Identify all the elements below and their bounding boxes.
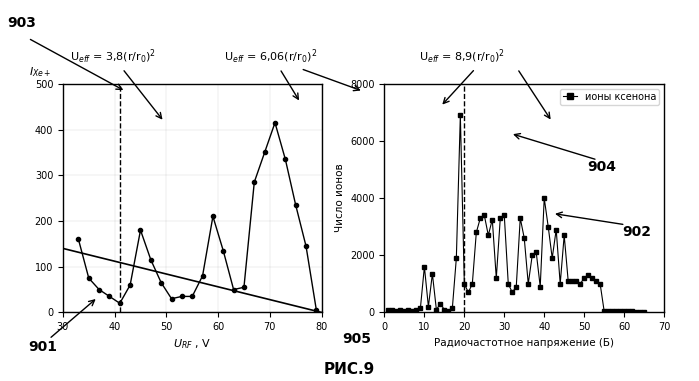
Text: 902: 902 — [622, 225, 651, 239]
Y-axis label: Число ионов: Число ионов — [335, 164, 345, 232]
Text: U$_{eff}$ = 3,8(r/r$_0$)$^2$: U$_{eff}$ = 3,8(r/r$_0$)$^2$ — [70, 48, 156, 66]
Text: $I_{Xe+}$: $I_{Xe+}$ — [29, 66, 52, 79]
Text: 904: 904 — [587, 160, 616, 174]
Legend: ионы ксенона: ионы ксенона — [560, 89, 659, 104]
X-axis label: Радиочастотное напряжение (Б): Радиочастотное напряжение (Б) — [434, 338, 614, 348]
Text: 901: 901 — [28, 339, 57, 354]
Text: U$_{eff}$ = 8,9(r/r$_0$)$^2$: U$_{eff}$ = 8,9(r/r$_0$)$^2$ — [419, 48, 505, 66]
Text: U$_{eff}$ = 6,06(r/r$_0$)$^2$: U$_{eff}$ = 6,06(r/r$_0$)$^2$ — [224, 48, 317, 66]
Text: РИС.9: РИС.9 — [324, 362, 375, 377]
Text: 903: 903 — [7, 16, 36, 30]
Text: 905: 905 — [343, 332, 371, 346]
X-axis label: $U_{RF}$ , V: $U_{RF}$ , V — [173, 338, 212, 352]
